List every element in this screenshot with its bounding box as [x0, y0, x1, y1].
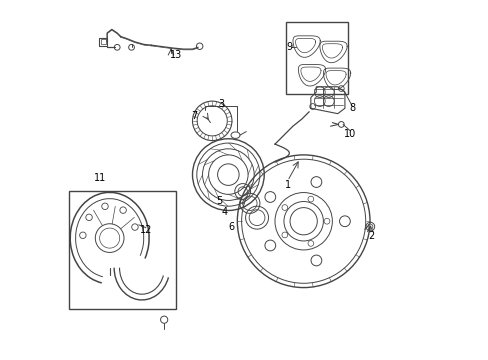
Text: 11: 11: [94, 173, 106, 183]
Text: 8: 8: [348, 103, 354, 113]
Text: 12: 12: [140, 225, 152, 235]
Bar: [99, 38, 107, 45]
Bar: [285, 22, 348, 94]
Circle shape: [367, 224, 372, 229]
Text: 3: 3: [218, 99, 224, 109]
Text: 4: 4: [221, 207, 227, 217]
Text: 1: 1: [284, 180, 290, 190]
Text: 10: 10: [344, 129, 356, 139]
Text: 7: 7: [191, 111, 197, 121]
Text: 5: 5: [216, 196, 222, 206]
Text: 13: 13: [170, 50, 182, 60]
Bar: [69, 191, 176, 309]
Text: 6: 6: [228, 222, 234, 231]
Text: 2: 2: [368, 231, 374, 240]
Bar: [101, 39, 105, 44]
Text: 9: 9: [285, 42, 292, 52]
